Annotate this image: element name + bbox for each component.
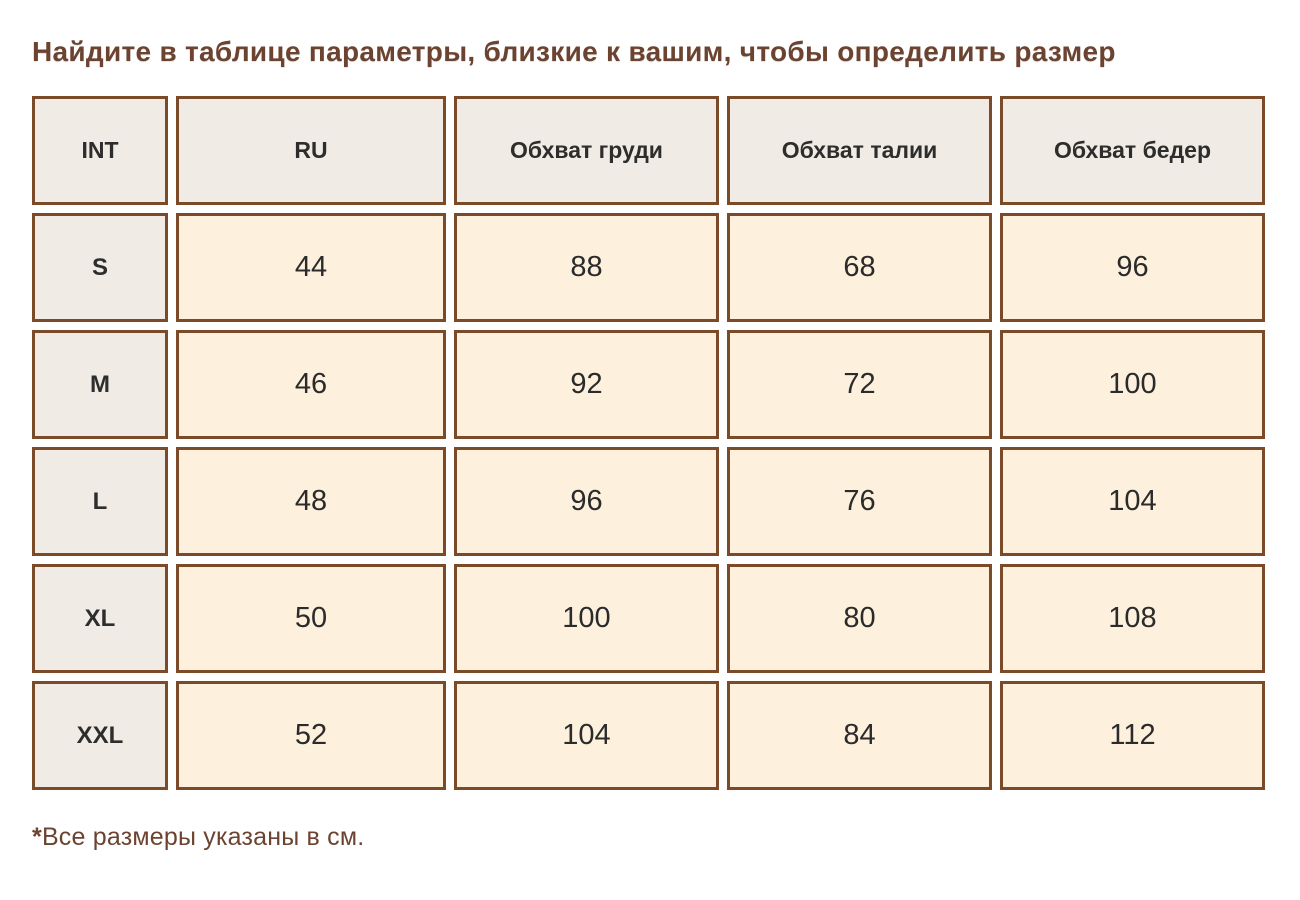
size-label-cell: S — [32, 213, 168, 322]
size-value-cell: 88 — [454, 213, 719, 322]
size-value-cell: 104 — [454, 681, 719, 790]
header-cell-measure-3: Обхват талии — [727, 96, 992, 205]
size-label-cell: XXL — [32, 681, 168, 790]
size-value-cell: 100 — [1000, 330, 1265, 439]
size-value-cell: 48 — [176, 447, 446, 556]
header-cell-measure-4: Обхват бедер — [1000, 96, 1265, 205]
size-value-cell: 80 — [727, 564, 992, 673]
size-label-cell: M — [32, 330, 168, 439]
size-value-cell: 46 — [176, 330, 446, 439]
size-table: INT RU Обхват груди Обхват талии Обхват беде… — [32, 96, 1265, 790]
size-value-cell: 96 — [454, 447, 719, 556]
size-label-cell: XL — [32, 564, 168, 673]
footnote-text: Все размеры указаны в см. — [41, 823, 365, 851]
size-value-cell: 52 — [176, 681, 446, 790]
size-value-cell: 44 — [176, 213, 446, 322]
header-cell-ru: RU — [176, 96, 446, 205]
size-value-cell: 72 — [727, 330, 992, 439]
size-value-cell: 76 — [727, 447, 992, 556]
size-value-cell: 68 — [727, 213, 992, 322]
size-value-cell: 108 — [1000, 564, 1265, 673]
size-value-cell: 50 — [176, 564, 446, 673]
size-value-cell: 112 — [1000, 681, 1265, 790]
size-label-cell: L — [32, 447, 168, 556]
size-value-cell: 92 — [454, 330, 719, 439]
size-value-cell: 84 — [727, 681, 992, 790]
size-value-cell: 96 — [1000, 213, 1265, 322]
size-value-cell: 104 — [1000, 447, 1265, 556]
header-cell-measure-2: Обхват груди — [454, 96, 719, 205]
header-cell-int: INT — [32, 96, 168, 205]
footnote-asterisk: * — [32, 823, 42, 851]
footnote: *Все размеры указаны в см. — [32, 823, 1270, 852]
page-title: Найдите в таблице параметры, близкие к в… — [32, 36, 1116, 67]
size-value-cell: 100 — [454, 564, 719, 673]
